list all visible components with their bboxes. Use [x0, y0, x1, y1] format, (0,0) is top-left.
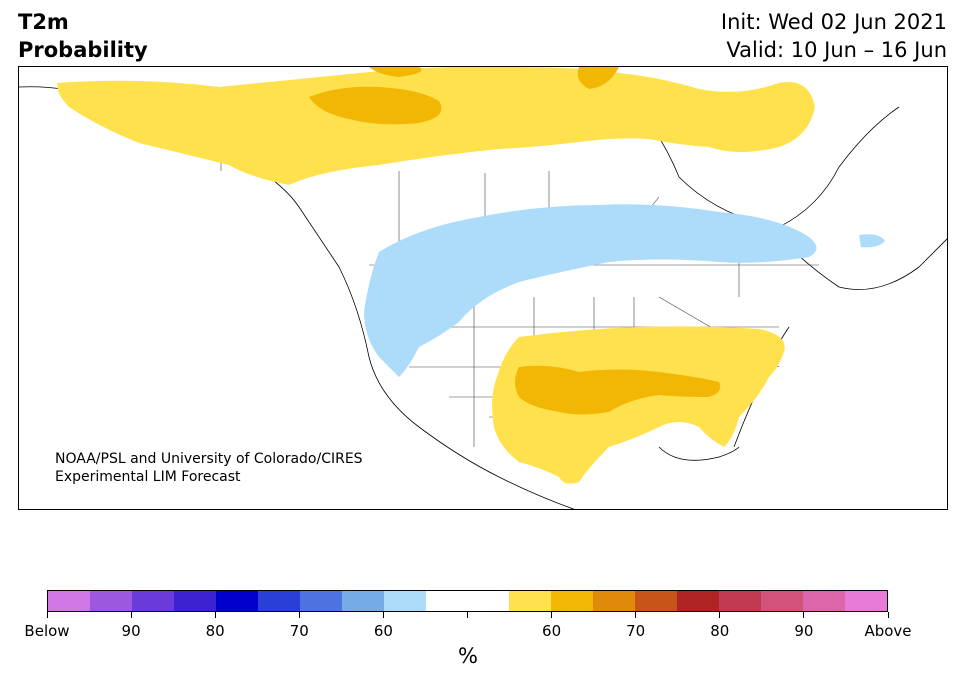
colorbar-tick	[214, 612, 216, 618]
colorbar-tick-label: 60	[542, 622, 562, 640]
credit-line-1: NOAA/PSL and University of Colorado/CIRE…	[55, 451, 363, 467]
colorbar-cell	[425, 591, 468, 611]
colorbar-tick	[551, 612, 553, 618]
init-date: Init: Wed 02 Jun 2021	[720, 10, 947, 34]
above-normal-yellow-south	[492, 326, 785, 484]
colorbar-tick	[46, 612, 48, 618]
colorbar-tick	[298, 612, 300, 618]
colorbar-cell	[803, 591, 846, 611]
colorbar-tick-label: 80	[205, 622, 225, 640]
colorbar-tick	[130, 612, 132, 618]
credit-line-2: Experimental LIM Forecast	[55, 469, 241, 485]
quantity-label: Probability	[18, 38, 148, 62]
date-info: Init: Wed 02 Jun 2021 Valid: 10 Jun – 16…	[721, 8, 947, 64]
colorbar-tick-label: 80	[710, 622, 730, 640]
colorbar-unit: %	[458, 644, 478, 668]
colorbar-tick	[382, 612, 384, 618]
colorbar-tick-label: Above	[864, 622, 912, 640]
colorbar-cell	[635, 591, 678, 611]
colorbar-tick-label: 60	[373, 622, 393, 640]
colorbar-tick-label: 90	[121, 622, 141, 640]
colorbar-cell	[677, 591, 720, 611]
colorbar-cell	[215, 591, 258, 611]
colorbar-cell	[719, 591, 762, 611]
colorbar-tick-label: 70	[289, 622, 309, 640]
variable-label: T2m	[18, 10, 69, 34]
colorbar-tick	[803, 612, 805, 618]
colorbar-cell	[593, 591, 636, 611]
colorbar	[47, 590, 888, 612]
colorbar-tick-label: 70	[626, 622, 646, 640]
colorbar-cell	[341, 591, 384, 611]
map-canvas	[19, 67, 947, 509]
colorbar-cell	[509, 591, 552, 611]
colorbar-cell	[551, 591, 594, 611]
colorbar-tick	[635, 612, 637, 618]
colorbar-tick	[887, 612, 889, 618]
colorbar-cell	[467, 591, 510, 611]
colorbar-cell	[383, 591, 426, 611]
colorbar-tick-label: Below	[24, 622, 70, 640]
map-credit: NOAA/PSL and University of Colorado/CIRE…	[55, 450, 363, 486]
colorbar-cell	[131, 591, 174, 611]
colorbar-tick-label: 90	[794, 622, 814, 640]
above-normal-yellow-north	[57, 67, 815, 185]
probability-map	[18, 66, 948, 510]
colorbar-tick	[467, 612, 468, 618]
colorbar-cell	[257, 591, 300, 611]
colorbar-cell	[299, 591, 342, 611]
colorbar-cell	[48, 591, 90, 611]
colorbar-cell	[845, 591, 888, 611]
below-normal-blue	[364, 204, 885, 377]
colorbar-cell	[761, 591, 804, 611]
map-title: T2m Probability	[18, 8, 148, 64]
colorbar-cell	[89, 591, 132, 611]
valid-range: Valid: 10 Jun – 16 Jun	[726, 38, 947, 62]
colorbar-cell	[173, 591, 216, 611]
colorbar-tick	[719, 612, 721, 618]
